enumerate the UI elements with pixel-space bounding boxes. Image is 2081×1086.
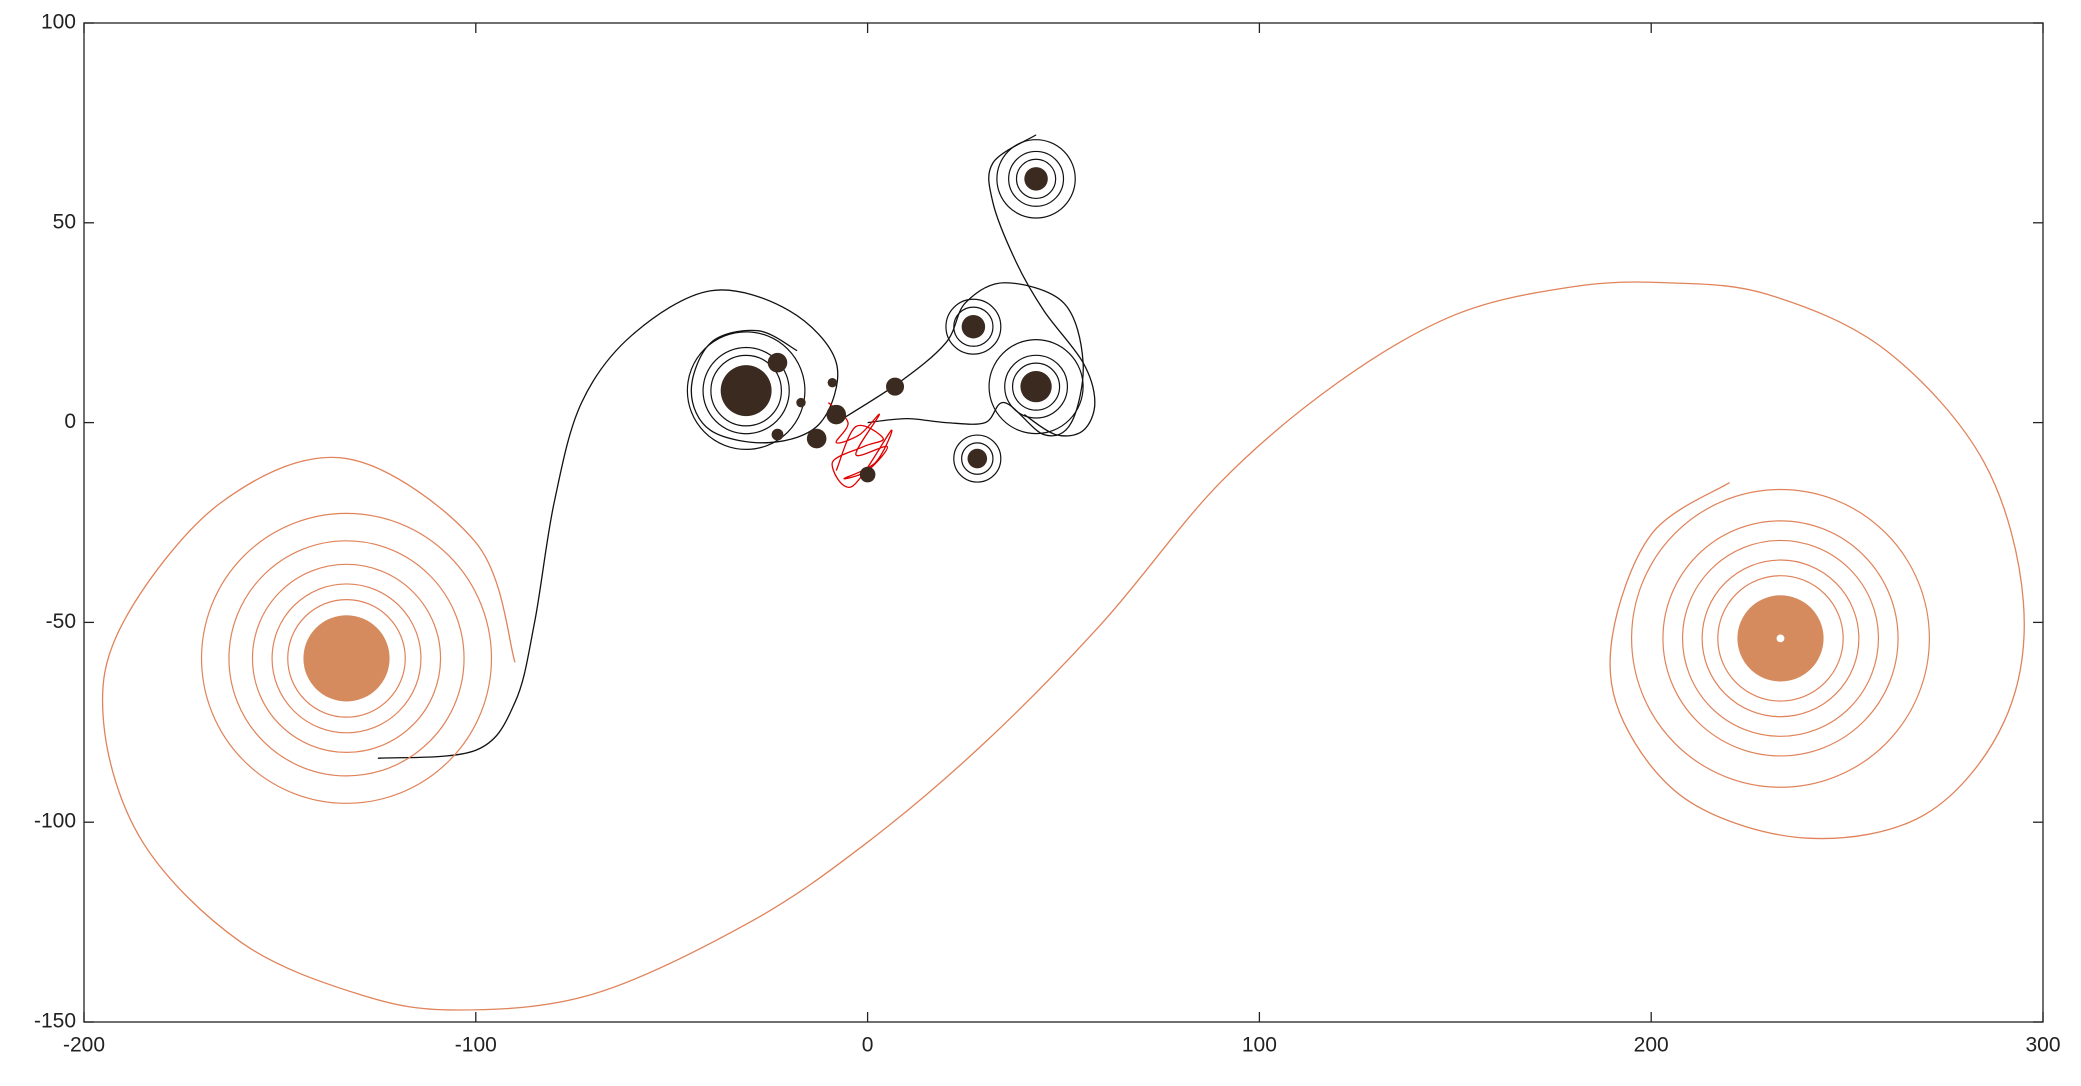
ring bbox=[1004, 354, 1069, 419]
core bbox=[859, 466, 876, 483]
x-tick-label: 100 bbox=[1242, 1034, 1277, 1057]
core bbox=[771, 428, 784, 441]
ring bbox=[702, 346, 790, 435]
core bbox=[1776, 634, 1785, 643]
line-series bbox=[988, 134, 1096, 437]
ring bbox=[1681, 539, 1880, 737]
core bbox=[886, 377, 905, 396]
ring bbox=[1008, 150, 1065, 207]
y-tick-label: 50 bbox=[53, 210, 76, 233]
ring bbox=[710, 354, 783, 427]
ring bbox=[1015, 158, 1057, 200]
ring bbox=[1701, 559, 1860, 718]
core bbox=[967, 448, 988, 469]
ring bbox=[953, 306, 994, 347]
core bbox=[767, 352, 788, 373]
line-series bbox=[377, 289, 839, 759]
plot-area bbox=[83, 22, 2044, 1023]
x-tick-label: -200 bbox=[63, 1034, 105, 1057]
line-series bbox=[101, 281, 2025, 1011]
core bbox=[1020, 370, 1052, 403]
ring bbox=[287, 598, 406, 718]
ring bbox=[251, 563, 442, 753]
ring bbox=[200, 512, 493, 804]
core bbox=[827, 377, 838, 388]
core bbox=[303, 615, 390, 702]
core bbox=[961, 314, 986, 339]
core bbox=[796, 397, 806, 408]
y-tick-label: -150 bbox=[34, 1010, 76, 1033]
ring bbox=[1717, 575, 1844, 702]
ring bbox=[271, 583, 422, 734]
core bbox=[1024, 167, 1048, 191]
y-tick-label: -50 bbox=[46, 610, 76, 633]
y-tick-label: 100 bbox=[41, 11, 76, 34]
ring bbox=[686, 331, 806, 451]
ring bbox=[228, 540, 465, 777]
ring bbox=[945, 298, 1002, 355]
ring bbox=[996, 139, 1076, 219]
line-series bbox=[835, 282, 1084, 437]
x-tick-label: 300 bbox=[2025, 1034, 2060, 1057]
ring bbox=[953, 434, 1002, 483]
ring bbox=[1662, 520, 1899, 757]
ring bbox=[1011, 362, 1061, 411]
y-tick-label: -100 bbox=[34, 810, 76, 833]
ring bbox=[1631, 488, 1930, 788]
core bbox=[720, 365, 772, 417]
line-series bbox=[827, 402, 893, 488]
x-tick-label: 200 bbox=[1634, 1034, 1669, 1057]
ring bbox=[988, 339, 1084, 435]
core bbox=[826, 404, 847, 425]
x-tick-label: -100 bbox=[455, 1034, 497, 1057]
y-tick-label: 0 bbox=[64, 410, 76, 433]
core bbox=[806, 428, 827, 449]
x-tick-label: 0 bbox=[862, 1034, 874, 1057]
ring bbox=[961, 442, 994, 475]
